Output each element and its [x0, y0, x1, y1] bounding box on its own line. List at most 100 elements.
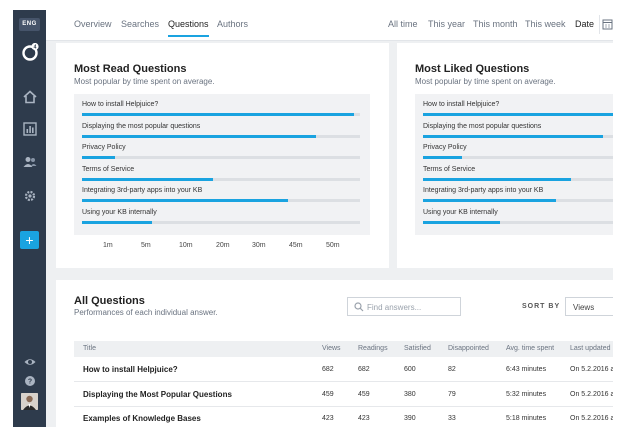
- col-title[interactable]: Title: [83, 345, 96, 352]
- most-read-chart: How to install Helpjuice? Displaying the …: [74, 94, 370, 235]
- bar-label[interactable]: Terms of Service: [82, 165, 135, 173]
- helpjuice-logo[interactable]: 4: [21, 42, 39, 61]
- most-liked-chart: How to install Helpjuice? Displaying the …: [415, 94, 613, 235]
- eye-icon[interactable]: [24, 355, 38, 369]
- table-cell: 82: [448, 366, 456, 373]
- filter-this-month[interactable]: This month: [473, 19, 518, 29]
- col-views[interactable]: Views: [322, 345, 341, 352]
- table-cell: On 5.2.2016 a: [570, 390, 613, 398]
- add-button[interactable]: +: [20, 231, 39, 249]
- tab-overview[interactable]: Overview: [74, 19, 112, 29]
- question-title-link[interactable]: How to install Helpjuice?: [83, 365, 178, 374]
- bar-track: [423, 134, 613, 138]
- bar-chart-icon[interactable]: [23, 122, 37, 136]
- sidebar: ENG 4 + ?: [13, 10, 46, 427]
- col-satisfied[interactable]: Satisfied: [404, 345, 431, 352]
- calendar-icon[interactable]: [599, 15, 613, 34]
- bar-label[interactable]: Displaying the most popular questions: [423, 122, 542, 130]
- filter-all-time[interactable]: All time: [388, 19, 418, 29]
- most-read-card: Most Read Questions Most popular by time…: [56, 43, 389, 268]
- gear-icon[interactable]: [23, 189, 37, 203]
- bar-track: [423, 199, 613, 202]
- filter-this-week[interactable]: This week: [525, 19, 566, 29]
- col-readings[interactable]: Readings: [358, 345, 388, 352]
- search-placeholder: Find answers...: [367, 303, 422, 312]
- bar-fill: [423, 220, 501, 224]
- filter-date[interactable]: Date: [575, 19, 595, 29]
- col-avg-time[interactable]: Avg. time spent: [506, 345, 555, 352]
- sort-value: Views: [573, 303, 595, 312]
- bar-label[interactable]: Privacy Policy: [82, 144, 126, 151]
- question-title-link[interactable]: Displaying the Most Popular Questions: [83, 389, 232, 399]
- top-bar: Overview Searches Questions Authors All …: [46, 10, 613, 41]
- bar-track: [82, 134, 360, 138]
- table-cell: 459: [322, 390, 334, 398]
- bar-label[interactable]: Using your KB internally: [82, 208, 157, 216]
- table-row[interactable]: Examples of Knowledge Bases 423 423 390 33 5:…: [74, 407, 613, 427]
- bar-fill: [82, 156, 116, 159]
- tab-authors[interactable]: Authors: [217, 19, 249, 29]
- table-cell: On 5.2.2016 a: [570, 366, 613, 373]
- bar-label[interactable]: Displaying the most popular questions: [82, 122, 201, 130]
- bar-track: [82, 199, 360, 202]
- bar-fill: [423, 156, 462, 159]
- x-tick-label: 30m: [252, 242, 266, 249]
- table-row[interactable]: Displaying the Most Popular Questions 459…: [74, 383, 613, 407]
- card-subtitle: Most popular by time spent on average.: [415, 77, 556, 86]
- sort-select[interactable]: Views: [565, 297, 613, 316]
- bar-fill: [423, 134, 603, 138]
- col-last-updated[interactable]: Last updated: [570, 345, 611, 352]
- table-cell: 423: [322, 415, 334, 422]
- search-icon: [354, 302, 364, 312]
- bar-fill: [82, 199, 288, 202]
- bar-label[interactable]: How to install Helpjuice?: [82, 101, 159, 108]
- all-questions-title: All Questions: [74, 295, 145, 307]
- bar-label[interactable]: Using your KB internally: [423, 208, 498, 216]
- home-icon[interactable]: [23, 90, 37, 104]
- bar-track: [82, 113, 360, 116]
- bar-fill: [423, 199, 556, 202]
- bar-fill: [82, 134, 316, 138]
- table-cell: 682: [322, 366, 334, 373]
- tab-questions[interactable]: Questions: [168, 19, 209, 37]
- sort-by-label: SORT BY: [522, 303, 561, 310]
- bar-label[interactable]: Integrating 3rd-party apps into your KB: [423, 187, 544, 194]
- bar-track: [423, 177, 613, 181]
- bar-track: [82, 220, 360, 224]
- search-input[interactable]: Find answers...: [347, 297, 461, 316]
- bar-label[interactable]: Integrating 3rd-party apps into your KB: [82, 187, 203, 194]
- card-title: Most Read Questions: [74, 63, 187, 75]
- table-cell: 5:32 minutes: [506, 390, 547, 398]
- table-cell: 79: [448, 390, 456, 398]
- x-tick-label: 20m: [216, 242, 230, 249]
- bar-track: [423, 156, 613, 159]
- filter-this-year[interactable]: This year: [428, 19, 466, 29]
- app-frame: ENG 4 + ? Over: [13, 10, 613, 427]
- table-header: Title Views Readings Satisfied Disappoin…: [74, 341, 613, 357]
- all-questions-subtitle: Performances of each individual answer.: [74, 308, 218, 317]
- col-disappointed[interactable]: Disappointed: [448, 345, 489, 352]
- help-icon[interactable]: ?: [24, 374, 38, 388]
- avatar[interactable]: [21, 393, 38, 410]
- bar-track: [82, 177, 360, 181]
- bar-fill: [423, 113, 613, 116]
- x-tick-label: 45m: [289, 242, 303, 249]
- table-cell: 6:43 minutes: [506, 366, 547, 373]
- most-liked-card: Most Liked Questions Most popular by tim…: [397, 43, 613, 268]
- table-cell: 5:18 minutes: [506, 415, 547, 422]
- bar-label[interactable]: How to install Helpjuice?: [423, 101, 500, 108]
- bar-label[interactable]: Privacy Policy: [423, 144, 467, 151]
- tab-searches[interactable]: Searches: [121, 19, 160, 29]
- bar-label[interactable]: Terms of Service: [423, 165, 476, 173]
- table-row[interactable]: How to install Helpjuice? 682 682 600 82 6:43…: [74, 358, 613, 382]
- users-icon[interactable]: [23, 155, 37, 169]
- language-switch[interactable]: ENG: [19, 18, 40, 31]
- card-title: Most Liked Questions: [415, 63, 530, 75]
- x-tick-label: 10m: [179, 242, 193, 249]
- table-cell: 380: [404, 390, 416, 398]
- x-tick-label: 5m: [141, 242, 151, 249]
- table-cell: 459: [358, 390, 370, 398]
- bar-fill: [82, 113, 355, 116]
- question-title-link[interactable]: Examples of Knowledge Bases: [83, 414, 201, 423]
- bar-fill: [82, 220, 152, 224]
